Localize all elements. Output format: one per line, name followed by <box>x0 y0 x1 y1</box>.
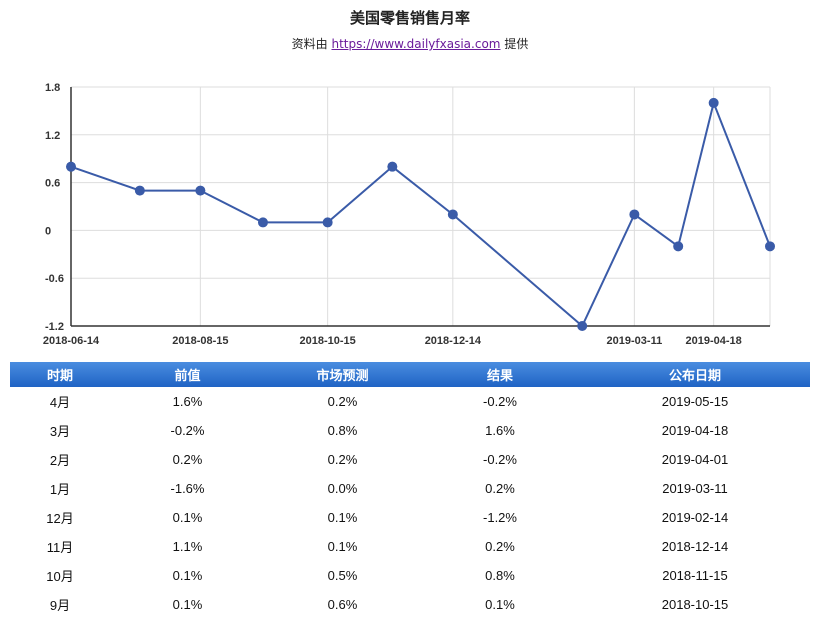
data-point <box>708 97 719 108</box>
chart-series <box>66 97 775 331</box>
source-prefix: 资料由 <box>291 37 328 51</box>
col-header-actual: 结果 <box>486 368 513 383</box>
table-cell: -0.2% <box>483 452 517 467</box>
table-cell: 0.8% <box>327 423 358 438</box>
chart-grid <box>70 86 771 327</box>
y-tick-label: 0 <box>45 225 51 237</box>
table-cell: 0.6% <box>327 597 358 612</box>
table-cell: 1月 <box>49 482 71 497</box>
table-cell: 1.6% <box>485 423 515 438</box>
table-cell: 0.1% <box>172 510 203 525</box>
table-cell: -1.2% <box>483 510 517 525</box>
table-cell: 0.2% <box>327 394 358 409</box>
x-axis: 2018-06-14 2018-08-15 2018-10-15 2018-12-14… <box>43 325 770 347</box>
x-tick-label: 2018-08-15 <box>172 335 228 347</box>
data-point <box>134 185 145 196</box>
data-table: 时期 前值 市场预测 结果 公布日期 4月 1.6% 0.2% -0.2% 2019-0… <box>10 362 810 619</box>
table-row: 11月 1.1% 0.1% 0.2% 2018-12-14 <box>10 532 810 561</box>
y-axis: 1.8 1.2 0.6 0 -0.6 -1.2 <box>45 82 72 333</box>
table-cell: 0.5% <box>327 568 358 583</box>
table-cell: 2019-05-15 <box>661 394 729 409</box>
data-point <box>387 161 398 172</box>
table-header-row: 时期 前值 市场预测 结果 公布日期 <box>10 362 810 387</box>
table-row: 3月 -0.2% 0.8% 1.6% 2019-04-18 <box>10 416 810 445</box>
table-row: 1月 -1.6% 0.0% 0.2% 2019-03-11 <box>10 474 810 503</box>
table-cell: 0.1% <box>327 539 358 554</box>
table-cell: 11月 <box>46 540 74 555</box>
table-cell: -0.2% <box>170 423 205 438</box>
data-point <box>629 209 640 220</box>
table-cell: 0.1% <box>172 568 203 583</box>
page-title: 美国零售销售月率 <box>349 9 470 27</box>
table-cell: 9月 <box>49 598 71 613</box>
series-line <box>70 99 771 328</box>
table-row: 4月 1.6% 0.2% -0.2% 2019-05-15 <box>10 387 810 416</box>
table-cell: 2019-03-11 <box>662 481 728 496</box>
col-header-forecast: 市场预测 <box>316 368 369 383</box>
table-cell: 0.0% <box>327 481 358 496</box>
data-point <box>447 209 458 220</box>
table-cell: 10月 <box>46 569 74 584</box>
table-cell: 2018-11-15 <box>662 568 728 583</box>
y-tick-label: -1.2 <box>45 321 64 333</box>
table-cell: 3月 <box>49 424 71 439</box>
col-header-period: 时期 <box>46 368 73 383</box>
y-tick-label: -0.6 <box>45 273 64 285</box>
table-cell: 0.1% <box>485 597 515 612</box>
table-cell: 0.1% <box>172 597 203 612</box>
table-cell: 0.1% <box>327 510 358 525</box>
table-cell: -0.2% <box>483 394 517 409</box>
table-cell: 0.2% <box>485 539 515 554</box>
source-suffix: 提供 <box>504 37 529 51</box>
table-cell: 2018-10-15 <box>661 597 729 612</box>
data-point <box>66 161 76 172</box>
data-point <box>765 241 775 252</box>
table-cell: 12月 <box>46 511 74 526</box>
data-point <box>322 217 333 228</box>
x-tick-label: 2019-04-18 <box>686 335 742 347</box>
x-tick-label: 2018-06-14 <box>43 335 100 347</box>
col-header-previous: 前值 <box>174 368 201 383</box>
data-point <box>577 321 588 331</box>
table-cell: 0.2% <box>485 481 515 496</box>
data-point <box>257 217 268 228</box>
y-tick-label: 1.2 <box>45 130 60 142</box>
table-cell: 1.6% <box>172 394 203 409</box>
table-row: 2月 0.2% 0.2% -0.2% 2019-04-01 <box>10 445 810 474</box>
x-tick-label: 2019-03-11 <box>607 335 663 347</box>
y-tick-label: 0.6 <box>45 178 60 190</box>
table-cell: 0.8% <box>485 568 515 583</box>
table-cell: 2019-02-14 <box>661 510 729 525</box>
data-point <box>673 241 684 252</box>
table-body: 4月 1.6% 0.2% -0.2% 2019-05-15 3月 -0.2% 0.8% 1.6%… <box>10 387 810 619</box>
x-tick-label: 2018-10-15 <box>300 335 356 347</box>
table-cell: 0.2% <box>327 452 358 467</box>
y-tick-label: 1.8 <box>45 82 60 94</box>
source-link[interactable]: https://www.dailyfxasia.com <box>331 37 501 51</box>
table-cell: -1.6% <box>170 481 205 496</box>
table-cell: 0.2% <box>172 452 203 467</box>
table-row: 10月 0.1% 0.5% 0.8% 2018-11-15 <box>10 561 810 590</box>
source-line: 资料由 https://www.dailyfxasia.com 提供 <box>0 35 820 52</box>
table-row: 9月 0.1% 0.6% 0.1% 2018-10-15 <box>10 590 810 619</box>
table-cell: 2019-04-01 <box>661 452 729 467</box>
table-cell: 2019-04-18 <box>661 423 729 438</box>
x-tick-label: 2018-12-14 <box>425 335 482 347</box>
table-cell: 2月 <box>49 453 71 468</box>
line-chart: 1.81.20.60-0.6-1.2 2018-06-14 2018-08-15 2… <box>43 82 775 347</box>
table-cell: 4月 <box>49 395 71 410</box>
data-point <box>195 185 206 196</box>
col-header-date: 公布日期 <box>668 368 721 383</box>
table-cell: 1.1% <box>172 539 203 554</box>
table-row: 12月 0.1% 0.1% -1.2% 2019-02-14 <box>10 503 810 532</box>
table-cell: 2018-12-14 <box>661 539 729 554</box>
